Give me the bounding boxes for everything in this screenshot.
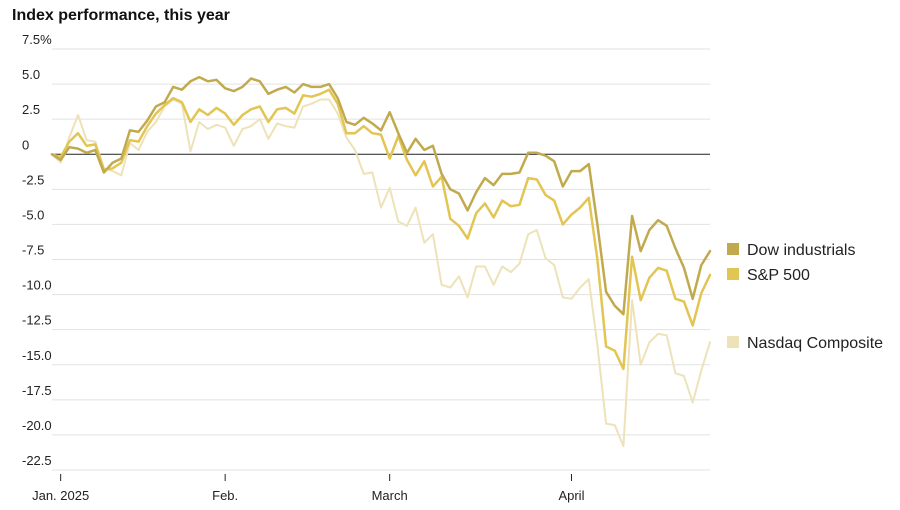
y-tick-label: -15.0	[22, 348, 52, 363]
legend-swatch	[727, 336, 739, 348]
y-tick-label: -10.0	[22, 278, 52, 293]
legend-label: S&P 500	[747, 267, 810, 284]
legend-label: Dow industrials	[747, 242, 855, 259]
x-tick-label: Feb.	[212, 488, 238, 503]
y-tick-label: -17.5	[22, 383, 52, 398]
x-tick-label: April	[558, 488, 584, 503]
series-line-s-p-500	[50, 88, 712, 371]
legend-swatch	[727, 243, 739, 255]
x-tick-label: Jan. 2025	[32, 488, 89, 503]
y-tick-label: 0	[22, 137, 29, 152]
series-lines	[50, 75, 712, 448]
y-axis-tick-labels: 7.5% 5.0 2.5 0 -2.5 -5.0 -7.5 -10.0 -12.5 -15.0 -1…	[22, 32, 52, 468]
y-tick-label: -2.5	[22, 172, 44, 187]
y-tick-label: -20.0	[22, 418, 52, 433]
gridlines	[52, 48, 710, 471]
y-tick-label: 2.5	[22, 102, 40, 117]
x-axis-ticks: Jan. 2025 Feb. March April	[32, 474, 585, 503]
legend: Dow industrials S&P 500 Nasdaq Composite	[727, 242, 883, 352]
y-tick-label: -22.5	[22, 453, 52, 468]
series-line-dow-industrials	[50, 75, 712, 316]
y-tick-label: 7.5%	[22, 32, 52, 47]
chart-title: Index performance, this year	[12, 7, 230, 24]
y-tick-label: -12.5	[22, 313, 52, 328]
y-tick-label: -5.0	[22, 207, 44, 222]
x-tick-label: March	[372, 488, 408, 503]
y-tick-label: -7.5	[22, 243, 44, 258]
series-line-nasdaq-composite	[51, 98, 711, 448]
legend-label: Nasdaq Composite	[747, 335, 883, 352]
y-tick-label: 5.0	[22, 67, 40, 82]
legend-swatch	[727, 268, 739, 280]
